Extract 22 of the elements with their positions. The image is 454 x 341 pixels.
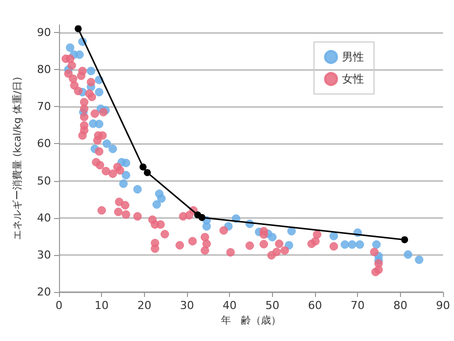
- x-tick-label: 40: [222, 299, 237, 312]
- x-tick-label: 80: [393, 299, 408, 312]
- y-axis-title: エネルギー消費量 (kcal/kg 体重/日): [12, 76, 24, 240]
- x-tick-label: 50: [265, 299, 280, 312]
- x-tick-label: 10: [94, 299, 109, 312]
- y-tick-label: 80: [37, 63, 51, 76]
- x-tick-label: 60: [308, 299, 322, 312]
- y-tick-label: 30: [37, 248, 51, 262]
- y-tick-label: 50: [37, 174, 51, 188]
- y-tick-label: 70: [37, 100, 51, 114]
- x-axis-title: 年 齢（歳）: [221, 314, 281, 326]
- legend-label: 男性: [342, 50, 364, 64]
- x-tick-label: 0: [56, 299, 62, 312]
- legend-label: 女性: [342, 72, 364, 86]
- y-tick-label: 60: [37, 137, 51, 150]
- y-tick-label: 40: [37, 211, 51, 224]
- y-tick-label: 20: [37, 286, 51, 298]
- x-tick-label: 20: [137, 299, 152, 312]
- y-tick-label: 90: [37, 26, 51, 39]
- x-tick-label: 30: [180, 299, 194, 312]
- x-tick-label: 90: [436, 299, 450, 312]
- x-tick-label: 70: [350, 299, 365, 312]
